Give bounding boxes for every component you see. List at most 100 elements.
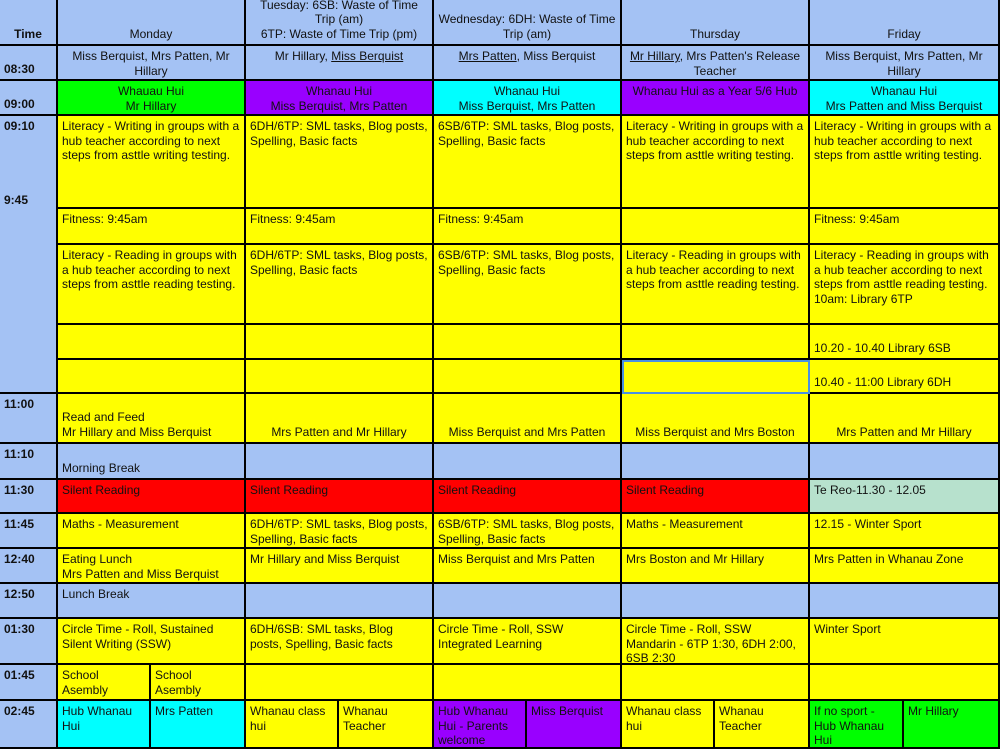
schedule-cell-thursday[interactable]: [622, 325, 810, 360]
schedule-cell-tuesday[interactable]: [246, 444, 434, 480]
time-header[interactable]: Time: [0, 0, 58, 46]
schedule-cell-thursday[interactable]: Literacy - Writing in groups with a hub …: [622, 116, 810, 209]
schedule-cell-thursday[interactable]: Mrs Boston and Mr Hillary: [622, 549, 810, 584]
schedule-cell-thursday[interactable]: Silent Reading: [622, 480, 810, 514]
schedule-cell-wednesday-right[interactable]: Miss Berquist: [527, 701, 622, 749]
schedule-cell-tuesday[interactable]: Mr Hillary and Miss Berquist: [246, 549, 434, 584]
day-header-wednesday[interactable]: Wednesday: 6DH: Waste of Time Trip (am): [434, 0, 622, 46]
schedule-cell-friday[interactable]: Mrs Patten in Whanau Zone: [810, 549, 1000, 584]
schedule-cell-thursday[interactable]: Literacy - Reading in groups with a hub …: [622, 245, 810, 325]
time-cell[interactable]: 11:45: [0, 514, 58, 549]
schedule-cell-wednesday[interactable]: 6SB/6TP: SML tasks, Blog posts, Spelling…: [434, 514, 622, 549]
schedule-cell-friday-left[interactable]: If no sport - Hub Whanau Hui: [810, 701, 904, 749]
schedule-cell-wednesday[interactable]: Silent Reading: [434, 480, 622, 514]
schedule-cell-tuesday[interactable]: 6DH/6TP: SML tasks, Blog posts, Spelling…: [246, 245, 434, 325]
schedule-cell-monday[interactable]: Eating Lunch Mrs Patten and Miss Berquis…: [58, 549, 246, 584]
schedule-cell-friday[interactable]: 10.20 - 10.40 Library 6SB: [810, 325, 1000, 360]
time-cell-0910[interactable]: 09:10 9:45: [0, 116, 58, 394]
schedule-cell-monday[interactable]: Silent Reading: [58, 480, 246, 514]
schedule-cell-thursday[interactable]: Miss Berquist and Mrs Boston: [622, 394, 810, 444]
schedule-cell-friday[interactable]: [810, 665, 1000, 701]
schedule-cell-tuesday[interactable]: [246, 325, 434, 360]
schedule-cell-wednesday[interactable]: Miss Berquist and Mrs Patten: [434, 394, 622, 444]
schedule-cell-wednesday[interactable]: Mrs Patten, Miss Berquist: [434, 46, 622, 81]
schedule-cell-monday[interactable]: [58, 325, 246, 360]
schedule-cell-friday[interactable]: 10.40 - 11:00 Library 6DH: [810, 360, 1000, 394]
time-cell[interactable]: 02:45: [0, 701, 58, 749]
schedule-cell-thursday[interactable]: [622, 444, 810, 480]
schedule-cell-friday[interactable]: Miss Berquist, Mrs Patten, Mr Hillary: [810, 46, 1000, 81]
schedule-cell-friday[interactable]: Winter Sport: [810, 619, 1000, 665]
schedule-cell-monday[interactable]: Circle Time - Roll, Sustained Silent Wri…: [58, 619, 246, 665]
schedule-cell-friday[interactable]: Mrs Patten and Mr Hillary: [810, 394, 1000, 444]
schedule-cell-thursday[interactable]: [622, 360, 810, 394]
schedule-cell-wednesday[interactable]: Fitness: 9:45am: [434, 209, 622, 245]
schedule-cell-thursday[interactable]: Mr Hillary, Mrs Patten's Release Teacher: [622, 46, 810, 81]
schedule-cell-tuesday[interactable]: 6DH/6TP: SML tasks, Blog posts, Spelling…: [246, 514, 434, 549]
day-header-monday[interactable]: Monday: [58, 0, 246, 46]
schedule-cell-monday[interactable]: Fitness: 9:45am: [58, 209, 246, 245]
schedule-cell-wednesday[interactable]: [434, 584, 622, 619]
schedule-cell-wednesday[interactable]: [434, 444, 622, 480]
time-cell[interactable]: 11:00: [0, 394, 58, 444]
schedule-cell-monday[interactable]: Morning Break: [58, 444, 246, 480]
schedule-cell-friday[interactable]: 12.15 - Winter Sport: [810, 514, 1000, 549]
time-cell[interactable]: 12:50: [0, 584, 58, 619]
schedule-cell-monday[interactable]: Lunch Break: [58, 584, 246, 619]
schedule-cell-monday-right[interactable]: School Asembly: [151, 665, 246, 701]
schedule-cell-friday[interactable]: Whanau Hui Mrs Patten and Miss Berquist: [810, 81, 1000, 116]
schedule-cell-wednesday[interactable]: Miss Berquist and Mrs Patten: [434, 549, 622, 584]
schedule-cell-tuesday-right[interactable]: Whanau Teacher: [339, 701, 434, 749]
schedule-cell-tuesday[interactable]: [246, 360, 434, 394]
schedule-cell-monday-right[interactable]: Mrs Patten: [151, 701, 246, 749]
schedule-cell-thursday[interactable]: [622, 209, 810, 245]
schedule-cell-friday-right[interactable]: Mr Hillary: [904, 701, 1000, 749]
schedule-cell-tuesday[interactable]: [246, 665, 434, 701]
day-header-thursday[interactable]: Thursday: [622, 0, 810, 46]
time-cell[interactable]: 11:10: [0, 444, 58, 480]
schedule-cell-monday-left[interactable]: School Asembly: [58, 665, 151, 701]
schedule-cell-monday[interactable]: Read and Feed Mr Hillary and Miss Berqui…: [58, 394, 246, 444]
schedule-cell-friday[interactable]: Literacy - Writing in groups with a hub …: [810, 116, 1000, 209]
schedule-cell-tuesday-left[interactable]: Whanau class hui: [246, 701, 339, 749]
schedule-cell-tuesday[interactable]: Mrs Patten and Mr Hillary: [246, 394, 434, 444]
schedule-cell-tuesday[interactable]: Fitness: 9:45am: [246, 209, 434, 245]
schedule-cell-wednesday-left[interactable]: Hub Whanau Hui - Parents welcome: [434, 701, 527, 749]
time-cell[interactable]: 01:30: [0, 619, 58, 665]
schedule-cell-friday[interactable]: [810, 584, 1000, 619]
time-cell[interactable]: 12:40: [0, 549, 58, 584]
schedule-cell-thursday[interactable]: [622, 584, 810, 619]
day-header-tuesday[interactable]: Tuesday: 6SB: Waste of Time Trip (am) 6T…: [246, 0, 434, 46]
schedule-cell-monday[interactable]: Whauau Hui Mr Hillary: [58, 81, 246, 116]
schedule-cell-wednesday[interactable]: Whanau Hui Miss Berquist, Mrs Patten: [434, 81, 622, 116]
schedule-cell-tuesday[interactable]: Mr Hillary, Miss Berquist: [246, 46, 434, 81]
schedule-cell-thursday-right[interactable]: Whanau Teacher: [715, 701, 810, 749]
schedule-cell-thursday[interactable]: [622, 665, 810, 701]
time-cell[interactable]: 01:45: [0, 665, 58, 701]
schedule-cell-monday[interactable]: Maths - Measurement: [58, 514, 246, 549]
schedule-cell-thursday-left[interactable]: Whanau class hui: [622, 701, 715, 749]
schedule-cell-wednesday[interactable]: [434, 665, 622, 701]
schedule-cell-tuesday[interactable]: 6DH/6SB: SML tasks, Blog posts, Spelling…: [246, 619, 434, 665]
schedule-cell-tuesday[interactable]: Silent Reading: [246, 480, 434, 514]
schedule-cell-wednesday[interactable]: [434, 325, 622, 360]
day-header-friday[interactable]: Friday: [810, 0, 1000, 46]
time-cell[interactable]: 08:30: [0, 46, 58, 81]
schedule-cell-friday[interactable]: Te Reo-11.30 - 12.05: [810, 480, 1000, 514]
schedule-cell-friday[interactable]: [810, 444, 1000, 480]
schedule-cell-wednesday[interactable]: Circle Time - Roll, SSW Integrated Learn…: [434, 619, 622, 665]
schedule-cell-friday[interactable]: Literacy - Reading in groups with a hub …: [810, 245, 1000, 325]
schedule-cell-friday[interactable]: Fitness: 9:45am: [810, 209, 1000, 245]
schedule-cell-thursday[interactable]: Whanau Hui as a Year 5/6 Hub: [622, 81, 810, 116]
schedule-cell-monday[interactable]: Miss Berquist, Mrs Patten, Mr Hillary: [58, 46, 246, 81]
schedule-cell-wednesday[interactable]: 6SB/6TP: SML tasks, Blog posts, Spelling…: [434, 245, 622, 325]
schedule-cell-tuesday[interactable]: 6DH/6TP: SML tasks, Blog posts, Spelling…: [246, 116, 434, 209]
time-cell[interactable]: 11:30: [0, 480, 58, 514]
schedule-cell-thursday[interactable]: Circle Time - Roll, SSW Mandarin - 6TP 1…: [622, 619, 810, 665]
schedule-cell-wednesday[interactable]: [434, 360, 622, 394]
schedule-cell-monday[interactable]: Literacy - Writing in groups with a hub …: [58, 116, 246, 209]
schedule-cell-thursday[interactable]: Maths - Measurement: [622, 514, 810, 549]
schedule-cell-tuesday[interactable]: Whanau Hui Miss Berquist, Mrs Patten: [246, 81, 434, 116]
schedule-cell-monday-left[interactable]: Hub Whanau Hui: [58, 701, 151, 749]
schedule-cell-monday[interactable]: Literacy - Reading in groups with a hub …: [58, 245, 246, 325]
